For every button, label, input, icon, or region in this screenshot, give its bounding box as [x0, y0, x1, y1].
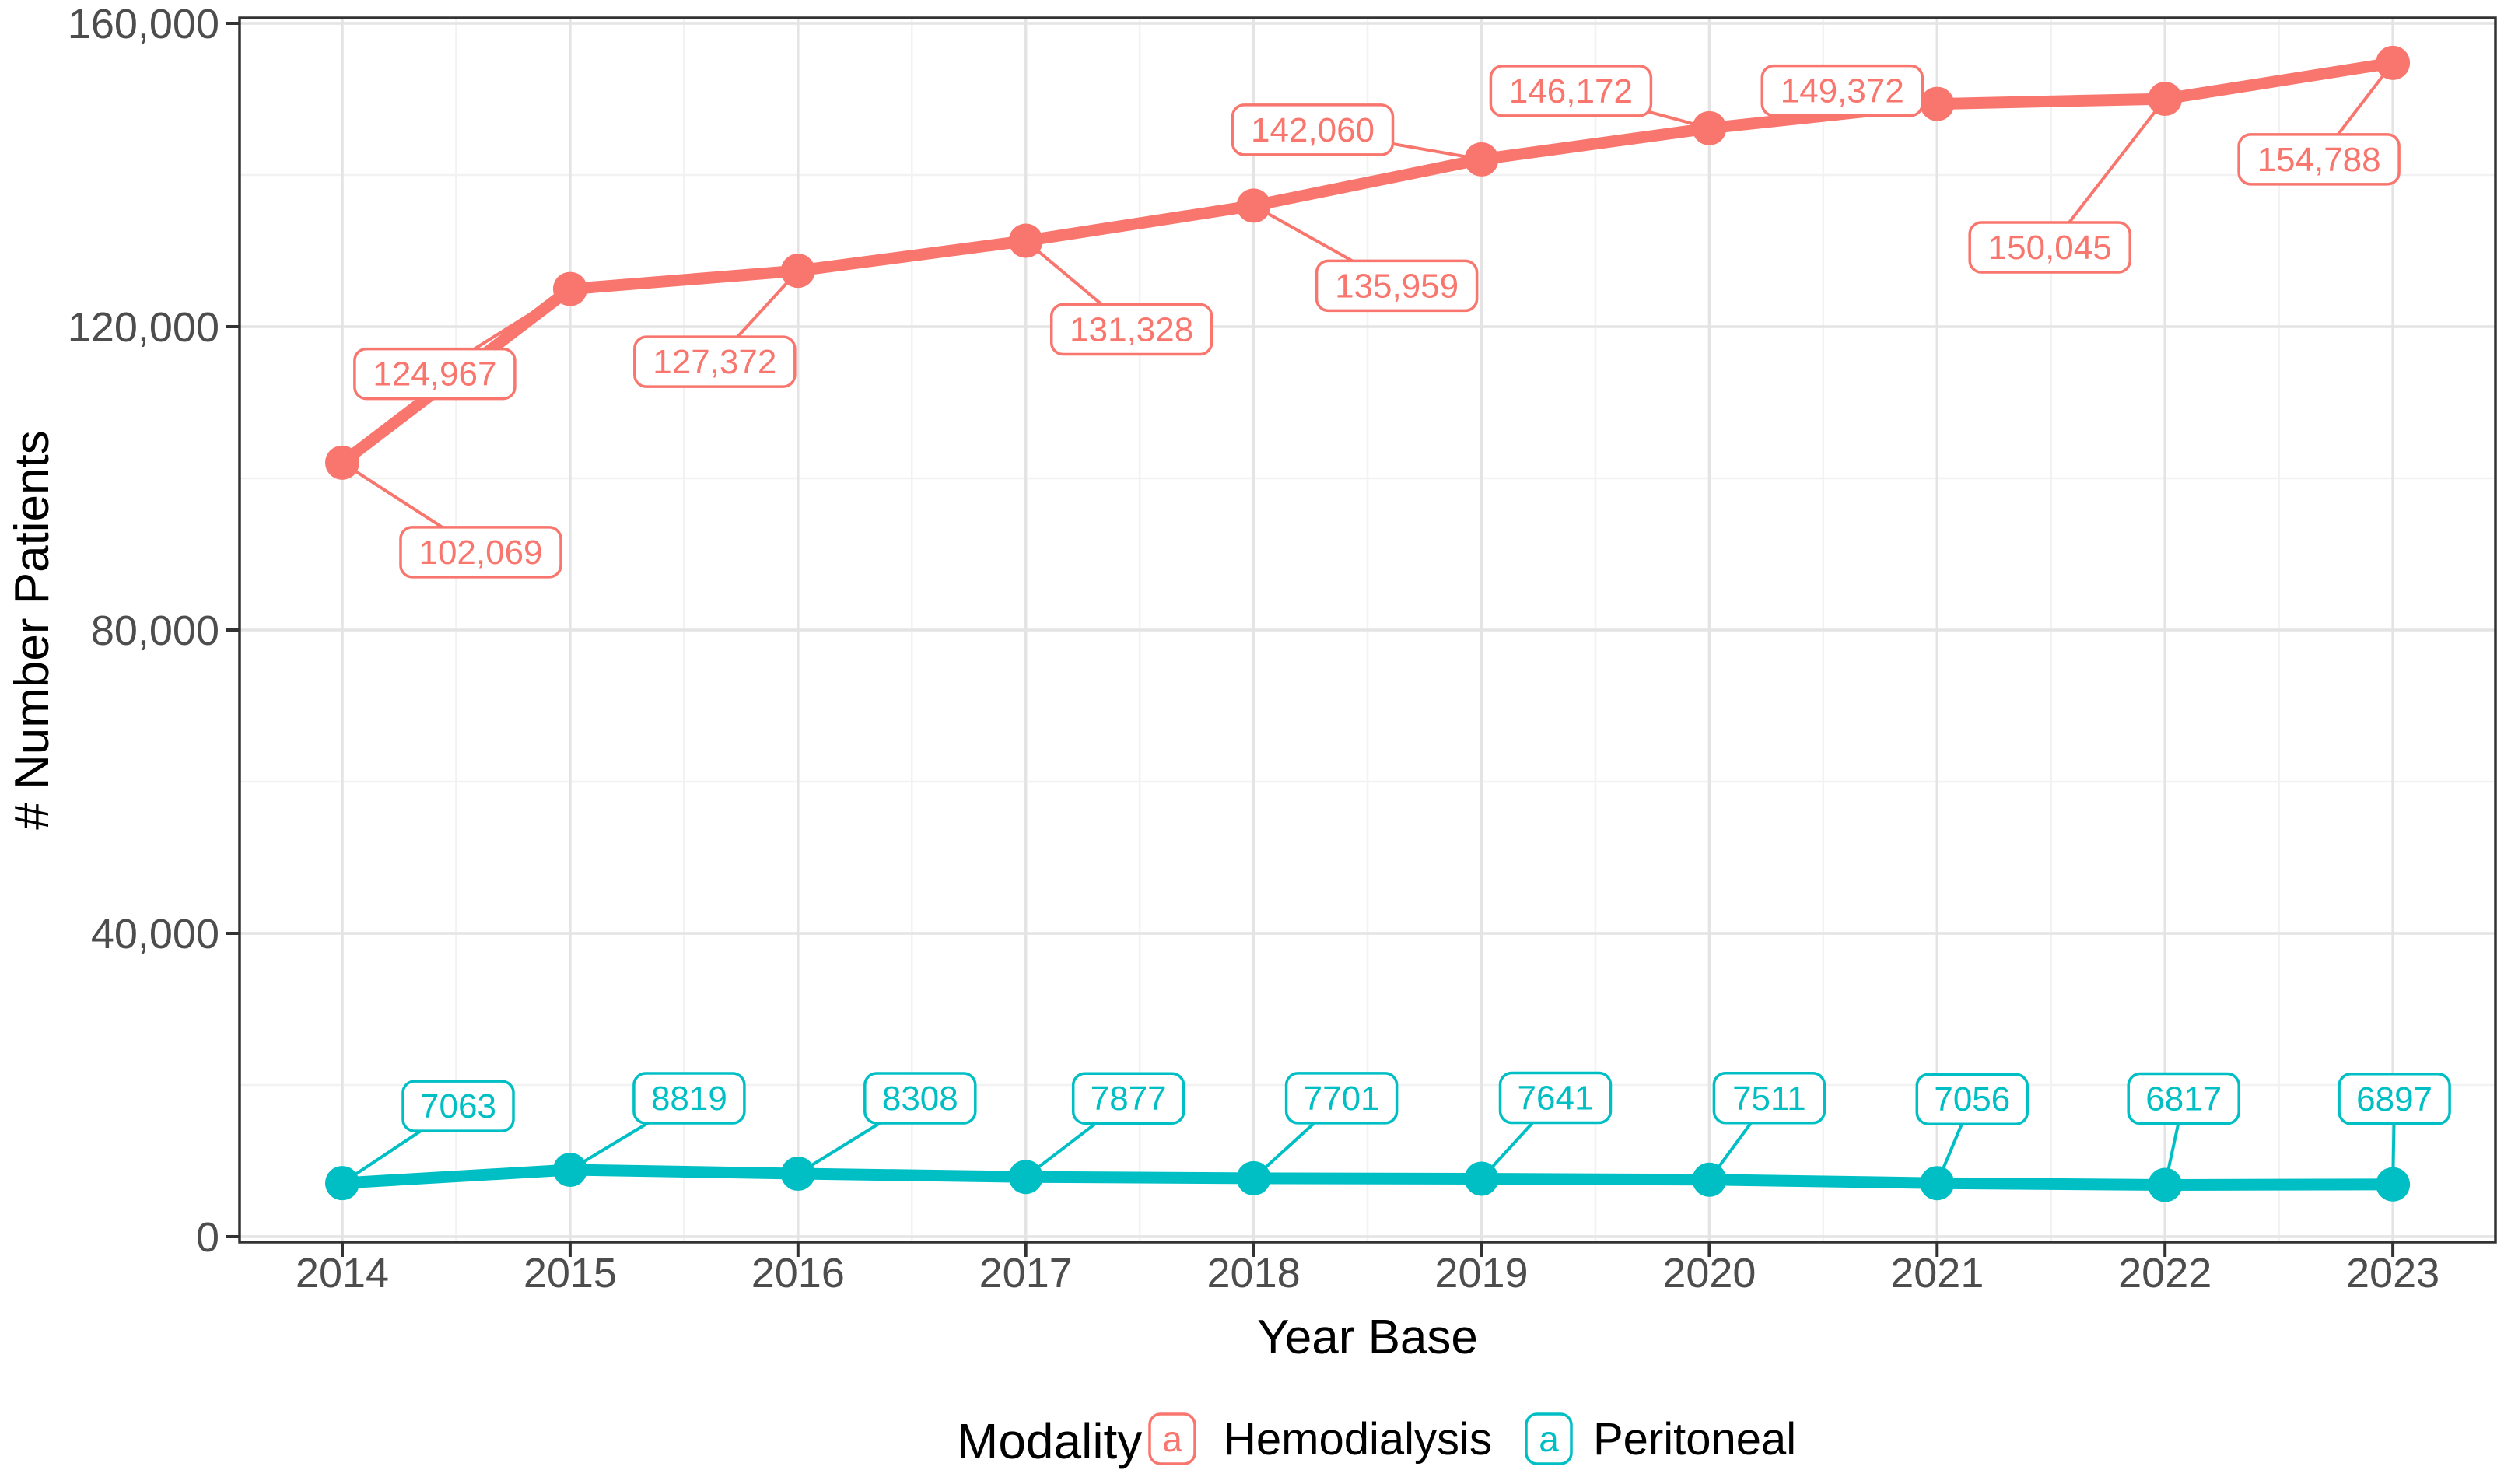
x-tick-label: 2014: [296, 1250, 389, 1297]
legend-key-letter-hemodialysis: a: [1162, 1419, 1182, 1459]
data-label-hemodialysis: 135,959: [1335, 267, 1459, 305]
data-point-peritoneal: [1008, 1160, 1043, 1195]
data-label-box-hemodialysis: [1489, 65, 1653, 117]
data-label-box-peritoneal: [1498, 1071, 1613, 1125]
data-label-peritoneal: 7701: [1304, 1080, 1380, 1118]
x-tick-label: 2019: [1434, 1250, 1528, 1297]
y-axis-title: # Number Patients: [5, 430, 59, 829]
data-label-peritoneal: 7877: [1091, 1080, 1167, 1118]
data-label-hemodialysis: 102,069: [418, 534, 542, 572]
data-label-box-hemodialysis: [1968, 221, 2131, 274]
data-label-hemodialysis: 124,967: [373, 355, 496, 394]
data-label-box-peritoneal: [632, 1072, 746, 1125]
series-line-hemodialysis: [336, 57, 2399, 469]
data-point-peritoneal: [552, 1153, 587, 1188]
data-label-hemodialysis: 142,060: [1251, 111, 1375, 149]
x-tick-label: 2017: [979, 1250, 1073, 1297]
data-label-hemodialysis: 149,372: [1781, 72, 1904, 110]
data-label-hemodialysis: 146,172: [1509, 72, 1633, 110]
data-label-box-peritoneal: [2338, 1073, 2451, 1125]
x-tick-label: 2022: [2118, 1250, 2212, 1297]
data-label-peritoneal: 6817: [2145, 1080, 2222, 1118]
legend: Modality a Hemodialysis a Peritoneal: [957, 1412, 1796, 1469]
legend-title: Modality: [957, 1413, 1142, 1469]
data-label-peritoneal: 7511: [1732, 1080, 1806, 1118]
legend-item-label-peritoneal: Peritoneal: [1593, 1414, 1796, 1465]
data-point-hemodialysis: [1008, 223, 1043, 258]
data-label-box-hemodialysis: [1760, 64, 1924, 117]
x-tick-label: 2023: [2346, 1250, 2439, 1297]
series-line-peritoneal: [336, 1164, 2399, 1191]
data-label-box-peritoneal: [1284, 1072, 1399, 1125]
data-point-peritoneal: [1236, 1160, 1271, 1195]
legend-key-box-peritoneal: [1525, 1412, 1573, 1465]
grid-layer: [240, 18, 2495, 1242]
data-label-hemodialysis: 150,045: [1988, 229, 2112, 267]
y-tick-label: 0: [196, 1214, 219, 1261]
x-tick-label: 2015: [524, 1250, 617, 1297]
data-label-box-peritoneal: [1712, 1072, 1826, 1125]
legend-key-letter-peritoneal: a: [1539, 1419, 1559, 1459]
data-point-peritoneal: [1920, 1166, 1955, 1201]
data-point-hemodialysis: [1692, 110, 1727, 145]
data-label-box-hemodialysis: [353, 347, 517, 401]
y-tick-label: 40,000: [91, 911, 219, 957]
legend-key-box-hemodialysis: [1148, 1412, 1196, 1465]
data-label-box-peritoneal: [401, 1080, 515, 1132]
data-point-hemodialysis: [1464, 142, 1499, 177]
y-tick-label: 80,000: [91, 607, 219, 654]
data-label-box-hemodialysis: [1049, 303, 1213, 356]
data-label-peritoneal: 8819: [651, 1080, 727, 1118]
data-point-hemodialysis: [552, 271, 587, 306]
data-label-hemodialysis: 131,328: [1070, 311, 1193, 349]
data-point-peritoneal: [325, 1166, 359, 1201]
data-point-hemodialysis: [325, 445, 359, 480]
data-label-box-hemodialysis: [1231, 103, 1395, 156]
data-point-peritoneal: [2376, 1167, 2411, 1202]
data-point-hemodialysis: [780, 254, 815, 289]
data-point-peritoneal: [1464, 1161, 1499, 1196]
axes-layer: 0 40,000 80,000 120,000 160,000 2014 2015 2016 2…: [68, 1, 2439, 1297]
data-label-peritoneal: 7063: [420, 1087, 496, 1125]
data-label-box-peritoneal: [1915, 1073, 2029, 1125]
y-tick-label: 120,000: [68, 304, 219, 351]
data-label-box-hemodialysis: [1315, 259, 1479, 313]
data-label-peritoneal: 7641: [1518, 1080, 1594, 1118]
data-point-peritoneal: [2148, 1167, 2183, 1202]
x-tick-label: 2018: [1207, 1250, 1301, 1297]
data-label-peritoneal: 6897: [2356, 1080, 2432, 1118]
data-point-hemodialysis: [1920, 86, 1955, 121]
x-axis-title: Year Base: [1257, 1311, 1478, 1364]
data-point-hemodialysis: [2148, 82, 2183, 117]
data-point-hemodialysis: [1236, 188, 1271, 223]
x-tick-label: 2021: [1890, 1250, 1984, 1297]
data-label-box-hemodialysis: [633, 335, 797, 388]
data-label-peritoneal: 8308: [882, 1080, 958, 1118]
data-labels-layer: 102,069 124,967 127,372 131,328 135,959 142,0…: [353, 64, 2451, 1132]
data-label-box-hemodialysis: [2237, 133, 2401, 186]
data-label-box-peritoneal: [863, 1072, 977, 1125]
x-tick-label: 2020: [1662, 1250, 1756, 1297]
data-point-peritoneal: [780, 1156, 815, 1191]
series-layer: [325, 45, 2411, 1202]
data-label-box-peritoneal: [2127, 1072, 2240, 1125]
legend-item-label-hemodialysis: Hemodialysis: [1224, 1414, 1492, 1465]
data-label-box-peritoneal: [1071, 1072, 1185, 1125]
data-label-hemodialysis: 127,372: [653, 343, 776, 381]
data-label-hemodialysis: 154,788: [2257, 141, 2381, 179]
x-tick-label: 2016: [751, 1250, 845, 1297]
data-label-box-hemodialysis: [399, 526, 562, 579]
y-tick-label: 160,000: [68, 1, 219, 47]
data-point-hemodialysis: [2376, 45, 2411, 80]
data-point-peritoneal: [1692, 1162, 1727, 1197]
data-label-peritoneal: 7056: [1934, 1080, 2010, 1118]
